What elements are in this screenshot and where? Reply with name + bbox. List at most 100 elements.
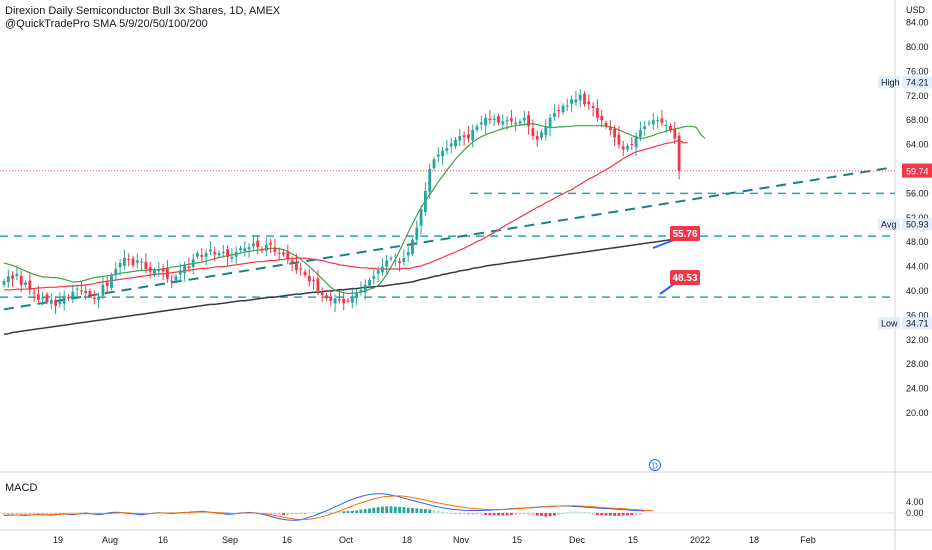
candle-body: [67, 296, 70, 299]
macd-histogram-bar: [436, 510, 440, 513]
trendline[interactable]: [3, 167, 888, 311]
macd-histogram-bar: [54, 513, 57, 515]
candle-body: [320, 292, 324, 296]
candle-body: [49, 300, 53, 304]
candle-body: [161, 268, 165, 272]
candle-body: [471, 129, 475, 141]
macd-histogram-bar: [600, 513, 604, 516]
time-axis[interactable]: 19 Aug 16 Sep 16 Oct 18 Nov 15 Dec 15 2022 18 Feb: [53, 535, 816, 545]
candle-body: [505, 120, 509, 122]
callout-value: 55.76: [672, 229, 697, 240]
candle-body: [587, 101, 591, 105]
candle-body: [243, 248, 247, 252]
horizontal-levels[interactable]: [0, 192, 895, 298]
macd-histogram-bar: [226, 512, 229, 514]
macd-tick: 4.00: [906, 497, 924, 507]
macd-histogram-bar: [522, 513, 526, 515]
candle-body: [290, 260, 294, 263]
macd-histogram-bar: [406, 507, 410, 513]
candle-body: [92, 297, 96, 299]
symbol-title[interactable]: Direxion Daily Semiconductor Bull 3x Sha…: [5, 5, 281, 17]
candle-body: [342, 298, 346, 304]
candle-body: [299, 268, 303, 270]
candle-body: [643, 126, 647, 130]
candle-body: [462, 135, 466, 138]
candle-body: [75, 288, 79, 290]
price-tick: 52.00: [906, 213, 929, 223]
candle-body: [389, 258, 393, 260]
candle-body: [510, 118, 513, 122]
macd-histogram-bar: [462, 513, 466, 515]
callout-box: [670, 226, 700, 241]
sma-mid-line: [4, 139, 688, 291]
candle-body: [28, 280, 32, 290]
candle-body: [131, 258, 135, 266]
candle-body: [368, 280, 371, 286]
candle-body: [338, 299, 341, 301]
macd-histogram-bar: [290, 513, 294, 515]
time-tick: 16: [282, 535, 292, 545]
candle-body: [385, 260, 389, 267]
price-tick: 72.00: [906, 91, 929, 101]
macd-histogram-bar: [411, 507, 414, 513]
candle-body: [45, 294, 49, 302]
candle-body: [479, 122, 483, 125]
macd-histogram-bar: [393, 506, 397, 513]
macd-histogram-bar: [350, 510, 354, 513]
candle-body: [415, 227, 419, 240]
macd-label[interactable]: MACD: [5, 482, 38, 494]
candle-body: [372, 276, 376, 280]
price-axis[interactable]: 84.0080.0076.0072.0068.0064.0060.0056.00…: [878, 5, 932, 518]
price-tick: 24.00: [906, 384, 929, 394]
candle-body: [101, 284, 105, 296]
candle-body: [359, 289, 363, 292]
indicator-label[interactable]: @QuickTradePro SMA 5/9/20/50/100/200: [5, 18, 208, 30]
high-tag-label: High: [881, 77, 900, 87]
macd-histogram-bar: [591, 513, 595, 515]
candle-body: [596, 108, 599, 118]
candle-body: [80, 290, 83, 292]
candle-body: [84, 291, 88, 293]
price-tick: 36.00: [906, 310, 929, 320]
dividend-marker[interactable]: D: [649, 459, 661, 471]
macd-histogram-bar: [531, 513, 535, 515]
candle-body: [286, 251, 290, 259]
candle-body: [200, 255, 204, 257]
macd-histogram-bar: [11, 513, 14, 515]
macd-histogram-bar: [385, 506, 389, 513]
candle-body: [144, 261, 148, 270]
macd-histogram-bar: [329, 511, 333, 513]
candle-body: [62, 295, 66, 304]
macd-histogram-bar: [510, 513, 513, 515]
macd-histogram-bar: [424, 509, 427, 513]
macd-histogram-bar: [6, 513, 10, 515]
candle-body: [557, 110, 561, 112]
candle-body: [209, 249, 212, 252]
candle-body: [406, 251, 410, 256]
candle-body: [428, 169, 432, 192]
candle-body: [114, 269, 118, 276]
candle-body: [492, 118, 496, 120]
candle-body: [574, 99, 578, 103]
candle-body: [634, 136, 638, 148]
dividend-marker-circle: [649, 459, 661, 471]
candle-body: [204, 253, 208, 257]
candle-body: [174, 276, 178, 282]
candle-body: [166, 268, 169, 279]
candle-body: [217, 253, 221, 256]
macd-histogram-bar: [277, 513, 281, 515]
macd-histogram-bar: [28, 513, 32, 515]
macd-histogram-bar: [467, 513, 470, 515]
candle-body: [402, 258, 406, 263]
last-price-value: 59.74: [906, 167, 929, 177]
price-callouts: 55.76 48.53: [652, 226, 700, 295]
macd-histogram-bar: [325, 512, 328, 514]
candle-body: [157, 269, 161, 272]
candle-body: [247, 247, 251, 250]
candle-body: [140, 261, 143, 263]
candle-body: [148, 267, 152, 272]
macd-tick: 0.00: [906, 508, 924, 518]
candle-body: [110, 275, 113, 288]
macd-histogram-bar: [415, 508, 419, 513]
